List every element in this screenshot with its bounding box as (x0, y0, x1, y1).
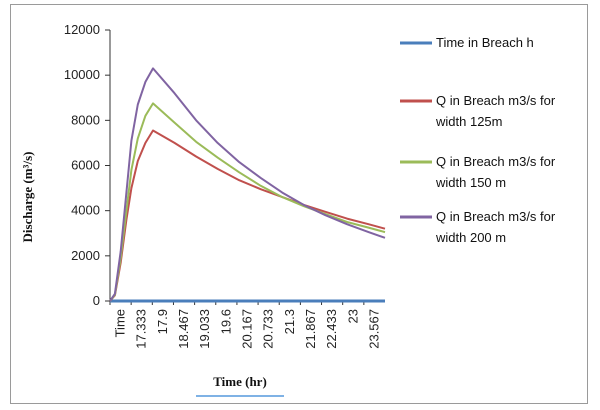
x-tick-label: 19.033 (197, 309, 212, 349)
y-axis-title: Discharge (m³/s) (20, 152, 35, 243)
x-tick-label: 20.167 (240, 309, 255, 349)
x-tick-label: Time (113, 309, 128, 337)
legend-label: Q in Breach m3/s for width 125m (435, 93, 556, 129)
series-line-2 (109, 129, 386, 302)
legend-item: Q in Breach m3/s for width 200 m (400, 209, 556, 245)
y-tick-label: 4000 (71, 203, 100, 218)
x-axis-title: Time (hr) (213, 374, 267, 389)
y-tick-label: 2000 (71, 248, 100, 263)
legend-item: Time in Breach h (400, 35, 534, 50)
legend-item: Q in Breach m3/s for width 125m (400, 93, 556, 129)
y-tick-label: 8000 (71, 112, 100, 127)
legend-label: Q in Breach m3/s for width 150 m (435, 154, 556, 190)
x-tick-label: 21.867 (303, 309, 318, 349)
legend-item: Q in Breach m3/s for width 150 m (400, 154, 556, 190)
series-line-4 (109, 67, 386, 302)
x-tick-label: 20.733 (261, 309, 276, 349)
x-tick-label: 17.9 (155, 309, 170, 334)
y-tick-label: 6000 (71, 158, 100, 173)
x-tick-label: 21.3 (282, 309, 297, 334)
legend-label: Q in Breach m3/s for width 200 m (435, 209, 556, 245)
y-tick-label: 0 (93, 293, 100, 308)
x-tick-label: 22.433 (324, 309, 339, 349)
y-tick-label: 10000 (64, 67, 100, 82)
x-tick-label: 17.333 (134, 309, 149, 349)
y-tick-label: 12000 (64, 22, 100, 37)
legend-label: Time in Breach h (436, 35, 534, 50)
x-tick-label: 19.6 (218, 309, 233, 334)
x-tick-label: 23.567 (366, 309, 381, 349)
x-tick-label: 18.467 (176, 309, 191, 349)
x-tick-label: 23 (345, 309, 360, 323)
